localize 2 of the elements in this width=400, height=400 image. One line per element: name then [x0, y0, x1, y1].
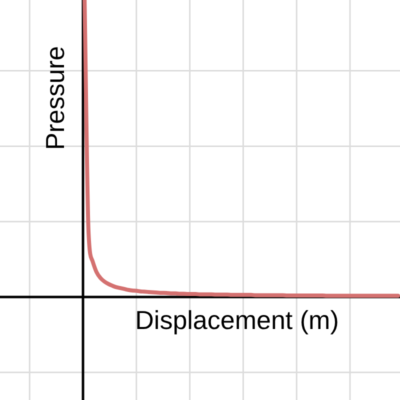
y-axis-title: Pressure: [40, 46, 70, 150]
x-axis-title: Displacement (m): [135, 305, 339, 336]
